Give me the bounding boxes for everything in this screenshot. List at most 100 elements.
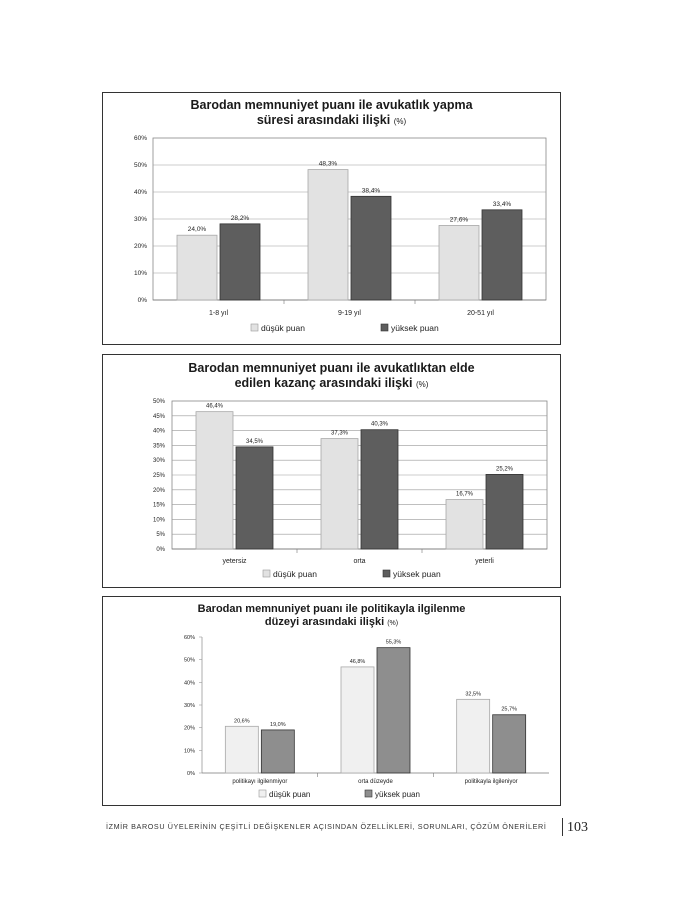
legend-label: yüksek puan (391, 323, 439, 333)
legend-swatch (380, 323, 389, 332)
y-tick-label: 50% (184, 658, 195, 664)
y-tick-label: 20% (184, 726, 195, 732)
y-tick-label: 25% (153, 473, 166, 479)
data-label: 16,7% (456, 492, 474, 498)
chart-panel-income: Barodan memnuniyet puanı ile avukatlıkta… (102, 354, 561, 588)
bar-yuksek-puan (235, 446, 274, 550)
data-label: 33,4% (493, 201, 512, 208)
bar-chart-income: 0% 5% 10% 15% 20% 25% 30% 35% 40% 45% 50% 46,4% 34,5… (153, 399, 548, 579)
bar-dusuk-puan (456, 698, 491, 774)
data-label: 34,5% (246, 439, 264, 445)
x-category-label: orta düzeyde (358, 779, 393, 785)
legend-swatch (250, 323, 259, 332)
data-label: 19,0% (270, 722, 286, 728)
bar-dusuk-puan (224, 725, 259, 774)
data-label: 37,3% (331, 431, 349, 437)
bar-dusuk-puan (176, 234, 218, 301)
y-tick-label: 60% (134, 135, 147, 142)
data-label: 24,0% (188, 226, 207, 233)
data-label: 20,6% (234, 718, 250, 724)
bar-yuksek-puan (219, 223, 261, 301)
chart-title: Barodan memnuniyet puanı ile politikayla… (103, 603, 560, 630)
y-tick-label: 40% (153, 429, 166, 435)
x-category-label: orta (353, 558, 365, 565)
data-label: 25,7% (501, 707, 517, 713)
y-tick-label: 10% (134, 270, 147, 277)
legend-label: düşük puan (261, 323, 305, 333)
page-number: 103 (567, 820, 588, 835)
chart-title: Barodan memnuniyet puanı ile avukatlık y… (103, 98, 560, 129)
legend-label: yüksek puan (393, 569, 441, 579)
data-label: 46,4% (206, 404, 224, 410)
data-label: 55,3% (386, 640, 402, 646)
chart-title: Barodan memnuniyet puanı ile avukatlıkta… (103, 361, 560, 392)
chart-panel-experience: Barodan memnuniyet puanı ile avukatlık y… (102, 92, 561, 345)
bar-dusuk-puan (340, 666, 375, 774)
legend-label: düşük puan (269, 790, 310, 799)
bar-yuksek-puan (350, 195, 392, 301)
page-footer-text: İZMİR BAROSU ÜYELERİNİN ÇEŞİTLİ DEĞİŞKEN… (106, 822, 547, 831)
chart-title-line1: Barodan memnuniyet puanı ile avukatlıkta… (188, 361, 475, 375)
data-label: 25,2% (496, 466, 514, 472)
bar-dusuk-puan (445, 499, 484, 550)
x-category-label: politikayı ilgilenmiyor (232, 779, 287, 785)
chart-title-suffix: (%) (393, 117, 407, 126)
y-tick-label: 15% (153, 503, 166, 509)
chart-panel-politics: Barodan memnuniyet puanı ile politikayla… (102, 596, 561, 806)
chart-title-line1: Barodan memnuniyet puanı ile avukatlık y… (190, 98, 473, 112)
legend-label: yüksek puan (375, 790, 420, 799)
x-category-label: yeterli (475, 558, 494, 565)
y-tick-label: 20% (134, 243, 147, 250)
chart-title-line1: Barodan memnuniyet puanı ile politikayla… (197, 603, 466, 615)
data-label: 27,6% (450, 216, 469, 223)
bar-dusuk-puan (438, 225, 480, 301)
y-tick-label: 0% (187, 771, 195, 777)
y-tick-label: 35% (153, 443, 166, 449)
data-label: 48,3% (319, 161, 338, 168)
legend-label: düşük puan (273, 569, 317, 579)
legend-swatch (262, 569, 271, 578)
y-tick-label: 20% (153, 488, 166, 494)
footer-divider (562, 818, 563, 836)
legend-swatch (364, 789, 373, 798)
chart-title-line2: süresi arasındaki ilişki (256, 113, 391, 127)
x-category-label: 20-51 yıl (467, 310, 494, 317)
y-tick-label: 50% (134, 162, 147, 169)
data-label: 40,3% (371, 422, 389, 428)
data-label: 38,4% (362, 187, 381, 194)
y-tick-label: 0% (138, 297, 148, 304)
y-tick-label: 0% (156, 547, 165, 553)
x-category-label: 9-19 yıl (338, 310, 361, 317)
bar-yuksek-puan (260, 729, 295, 774)
chart-title-suffix: (%) (387, 620, 399, 627)
y-tick-label: 40% (134, 189, 147, 196)
data-label: 46,8% (350, 659, 366, 665)
y-tick-label: 50% (153, 399, 166, 405)
y-tick-label: 30% (153, 458, 166, 464)
x-category-label: 1-8 yıl (209, 310, 229, 317)
y-tick-label: 5% (156, 532, 165, 538)
bar-yuksek-puan (492, 714, 527, 774)
legend-swatch (258, 789, 267, 798)
data-label: 32,5% (465, 691, 481, 697)
chart-title-line2: düzeyi arasındaki ilişki (264, 616, 385, 628)
y-tick-label: 30% (184, 703, 195, 709)
y-tick-label: 60% (184, 635, 195, 641)
data-label: 28,2% (231, 215, 250, 222)
bar-yuksek-puan (485, 474, 524, 550)
bar-chart-politics: 0% 10% 20% 30% 40% 50% 60% 20,6% 19,0% politikayı… (184, 635, 549, 799)
bar-chart-experience: 0% 10% 20% 30% 40% 50% 60% 24,0% 28,2% 1-8 yıl 48,… (134, 135, 547, 333)
y-tick-label: 30% (134, 216, 147, 223)
y-tick-label: 40% (184, 680, 195, 686)
bar-yuksek-puan (376, 647, 411, 774)
bar-yuksek-puan (360, 429, 399, 550)
y-tick-label: 10% (184, 748, 195, 754)
legend-swatch (382, 569, 391, 578)
bar-dusuk-puan (195, 411, 234, 550)
bar-dusuk-puan (320, 438, 359, 550)
x-category-label: politikayla ilgileniyor (465, 779, 518, 785)
x-category-label: yetersiz (222, 558, 247, 565)
y-tick-label: 45% (153, 414, 166, 420)
chart-title-suffix: (%) (415, 380, 429, 389)
y-tick-label: 10% (153, 517, 166, 523)
